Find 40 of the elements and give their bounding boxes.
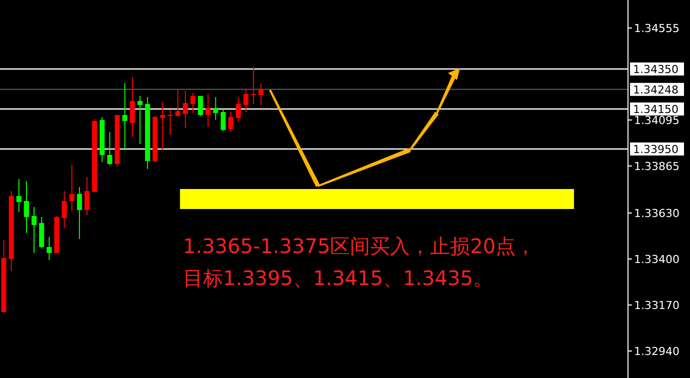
candlestick bbox=[46, 236, 52, 260]
candlestick bbox=[175, 90, 180, 116]
candlestick bbox=[39, 216, 44, 248]
candlestick bbox=[122, 82, 128, 150]
annotation: 1.3365-1.3375区间买入，止损20点， bbox=[183, 234, 536, 258]
candlestick bbox=[213, 96, 218, 120]
candlestick bbox=[243, 90, 248, 112]
candlestick bbox=[62, 190, 67, 228]
candlestick bbox=[190, 92, 196, 114]
y-tick-label: 1.34555 bbox=[634, 22, 680, 35]
candlestick bbox=[258, 84, 264, 106]
ref-line-label: 1.34150 bbox=[633, 102, 678, 116]
candlestick bbox=[130, 76, 135, 138]
y-tick-label: 1.33400 bbox=[634, 252, 680, 266]
candlestick bbox=[236, 96, 241, 122]
candlestick bbox=[84, 176, 90, 216]
candlestick bbox=[16, 178, 22, 212]
y-tick-label: 1.33865 bbox=[634, 160, 680, 173]
candlestick bbox=[137, 96, 142, 144]
candlestick bbox=[206, 94, 211, 128]
annotation: 目标1.3395、1.3415、1.3435。 bbox=[183, 266, 493, 290]
candlestick bbox=[160, 102, 166, 150]
y-tick-label: 1.33630 bbox=[634, 206, 680, 220]
candlestick bbox=[24, 180, 29, 234]
candlestick bbox=[198, 96, 204, 116]
ref-line-label: 1.34248 bbox=[633, 83, 678, 96]
y-tick-label: 1.34095 bbox=[634, 114, 680, 127]
candlestick bbox=[76, 186, 82, 240]
ref-line-label: 1.33950 bbox=[633, 142, 678, 156]
candlestick bbox=[182, 90, 188, 128]
candlestick bbox=[250, 66, 256, 104]
candlestick bbox=[69, 164, 74, 212]
y-tick-label: 1.33170 bbox=[634, 298, 680, 312]
candlestick bbox=[107, 132, 112, 166]
candlestick bbox=[220, 110, 226, 132]
y-tick-label: 1.32940 bbox=[634, 344, 680, 358]
candlestick bbox=[32, 206, 37, 254]
ref-line-label: 1.34350 bbox=[633, 62, 678, 76]
candlestick bbox=[228, 112, 234, 132]
candlestick bbox=[168, 110, 173, 136]
